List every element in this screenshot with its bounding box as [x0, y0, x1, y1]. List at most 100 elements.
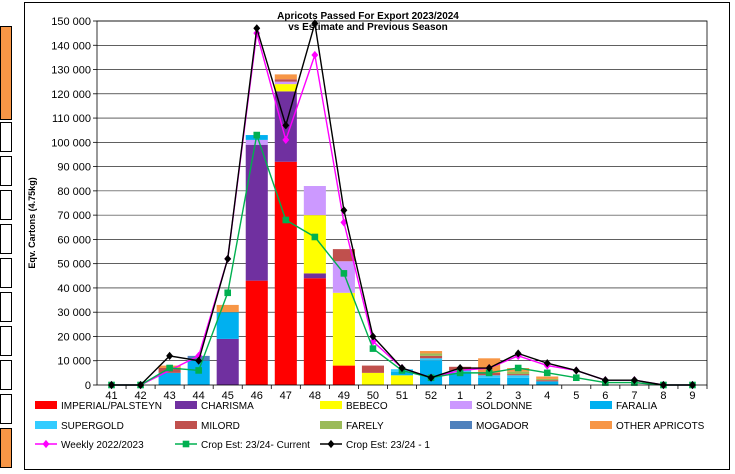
legend-swatch [450, 421, 472, 429]
line-marker [282, 135, 290, 144]
y-tick-label: 120 000 [51, 89, 91, 101]
line-marker [195, 356, 203, 365]
line-marker [282, 216, 290, 224]
y-tick-label: 130 000 [51, 65, 91, 77]
x-tick-label: 47 [280, 390, 292, 402]
bar-segment [245, 139, 268, 145]
orange-cell [0, 26, 12, 120]
x-tick-label: 50 [367, 390, 379, 402]
x-tick-label: 41 [105, 390, 117, 402]
gridlines [97, 20, 707, 362]
line-marker [195, 367, 202, 374]
series-line [111, 132, 693, 386]
y-tick-label: 0 [85, 380, 91, 392]
bar-segment [216, 304, 239, 313]
bar-segment [361, 372, 384, 385]
bar-segment [536, 380, 559, 382]
bar-segment [507, 371, 530, 375]
strip-cell [0, 394, 12, 424]
chart-title: Apricots Passed For Export 2023/2024 [277, 11, 459, 22]
bar-segment [390, 375, 414, 385]
bar-segment [274, 81, 297, 85]
bar-segment [478, 377, 501, 385]
strip-cell [0, 122, 12, 152]
x-tick-label: 9 [689, 390, 695, 402]
line-marker [253, 131, 261, 139]
bar-segment [274, 74, 297, 80]
strip-cell [0, 190, 12, 220]
legend-swatch [35, 421, 57, 429]
y-tick-label: 40 000 [57, 283, 91, 295]
line-marker [224, 254, 232, 263]
y-tick-label: 80 000 [57, 186, 91, 198]
y-tick-label: 20 000 [57, 331, 91, 343]
bar-segment [303, 215, 326, 274]
y-tick-label: 150 000 [51, 16, 91, 28]
x-tick-label: 48 [309, 390, 321, 402]
x-tick-label: 43 [163, 390, 175, 402]
legend-label: BEBECO [346, 401, 388, 412]
y-tick-label: 100 000 [51, 137, 91, 149]
y-tick-label: 90 000 [57, 162, 91, 174]
legend-label: FARELY [346, 421, 384, 432]
bar-segment [507, 377, 530, 385]
bar-segment [420, 358, 443, 361]
bar-segment [274, 79, 297, 82]
x-tick-label: 1 [457, 390, 463, 402]
line-marker [572, 374, 580, 382]
line-marker [514, 364, 522, 372]
x-tick-label: 5 [573, 390, 579, 402]
strip-cell [0, 156, 12, 186]
legend-swatch [175, 401, 197, 409]
legend-label: Crop Est: 23/24 - 1 [346, 440, 430, 451]
bar-segment [332, 365, 355, 385]
line-marker [572, 366, 580, 375]
bar-segment [245, 144, 268, 281]
left-cell-strip [0, 0, 14, 474]
line-marker [182, 440, 190, 448]
x-tick-label: 42 [134, 390, 146, 402]
legend-swatch [35, 401, 57, 409]
line-marker [369, 337, 377, 346]
bar-segment [449, 372, 472, 385]
axes: 0 10 000 20 000 30 000 40 000 50 000 60 000 70 … [51, 16, 708, 402]
line-marker [311, 19, 319, 28]
legend-label: MILORD [201, 421, 240, 432]
bar-segment [420, 355, 443, 359]
line-marker [311, 50, 319, 60]
y-tick-label: 60 000 [57, 234, 91, 246]
line-marker [630, 376, 638, 385]
legend-label: MOGADOR [476, 421, 529, 432]
bar-segment [420, 360, 443, 385]
bar-segment [536, 378, 559, 381]
chart-subtitle: vs Estimate and Previous Season [288, 22, 448, 33]
line-series [108, 19, 696, 390]
x-tick-label: 4 [544, 390, 550, 402]
x-tick-label: 8 [660, 390, 666, 402]
legend-label: CHARISMA [201, 401, 254, 412]
legend-swatch [320, 421, 342, 429]
bar-segment [158, 372, 181, 385]
orange-cell [0, 428, 12, 468]
x-tick-label: 2 [486, 390, 492, 402]
plot-frame [96, 20, 708, 386]
bar-segment [303, 186, 326, 216]
bar-segment [420, 353, 443, 356]
line-marker [42, 439, 50, 449]
line-marker [327, 439, 335, 449]
series-line [111, 32, 693, 386]
bar-segment [274, 84, 297, 92]
x-tick-label: 6 [602, 390, 608, 402]
line-marker [485, 363, 493, 373]
x-tick-label: 3 [515, 390, 521, 402]
strip-cell [0, 360, 12, 390]
bar-segment [507, 375, 530, 378]
line-marker [340, 206, 348, 215]
line-marker [427, 373, 435, 382]
line-marker [224, 289, 232, 297]
bar-segment [332, 292, 355, 366]
x-tick-label: 44 [193, 390, 205, 402]
bar-segment [245, 280, 268, 385]
y-tick-label: 140 000 [51, 40, 91, 52]
strip-cell [0, 258, 12, 288]
